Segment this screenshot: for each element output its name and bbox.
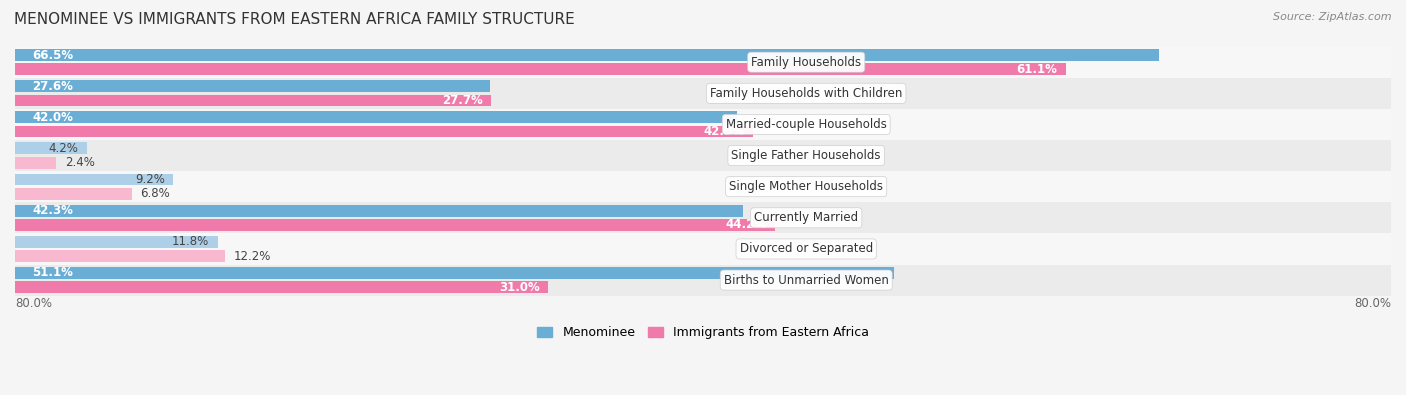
Bar: [15, 126, 752, 137]
Text: Single Father Households: Single Father Households: [731, 149, 882, 162]
Text: Births to Unmarried Women: Births to Unmarried Women: [724, 274, 889, 286]
Bar: [15, 188, 132, 200]
Text: MENOMINEE VS IMMIGRANTS FROM EASTERN AFRICA FAMILY STRUCTURE: MENOMINEE VS IMMIGRANTS FROM EASTERN AFR…: [14, 12, 575, 27]
Text: 27.6%: 27.6%: [32, 80, 73, 93]
Bar: [15, 233, 1391, 265]
Text: 44.2%: 44.2%: [725, 218, 766, 231]
Text: Family Households with Children: Family Households with Children: [710, 87, 903, 100]
Text: 61.1%: 61.1%: [1017, 63, 1057, 76]
Text: Source: ZipAtlas.com: Source: ZipAtlas.com: [1274, 12, 1392, 22]
Text: 4.2%: 4.2%: [49, 142, 79, 155]
Bar: [15, 202, 1391, 233]
Bar: [15, 281, 548, 293]
Bar: [15, 236, 218, 248]
Bar: [15, 109, 1391, 140]
Bar: [15, 250, 225, 262]
Text: 51.1%: 51.1%: [32, 266, 73, 279]
Text: 80.0%: 80.0%: [15, 297, 52, 310]
Text: Married-couple Households: Married-couple Households: [725, 118, 887, 131]
Bar: [15, 219, 775, 231]
Text: 66.5%: 66.5%: [32, 49, 73, 62]
Text: 6.8%: 6.8%: [141, 187, 170, 200]
Legend: Menominee, Immigrants from Eastern Africa: Menominee, Immigrants from Eastern Afric…: [533, 321, 873, 344]
Bar: [15, 140, 1391, 171]
Text: 2.4%: 2.4%: [65, 156, 94, 169]
Bar: [15, 47, 1391, 78]
Bar: [15, 265, 1391, 295]
Text: Family Households: Family Households: [751, 56, 862, 69]
Text: 12.2%: 12.2%: [233, 250, 271, 263]
Text: Currently Married: Currently Married: [754, 211, 858, 224]
Text: 31.0%: 31.0%: [499, 281, 540, 294]
Bar: [15, 205, 742, 216]
Bar: [15, 174, 173, 185]
Bar: [15, 49, 1159, 61]
Text: 42.3%: 42.3%: [32, 204, 73, 217]
Text: Single Mother Households: Single Mother Households: [730, 180, 883, 193]
Text: 27.7%: 27.7%: [441, 94, 482, 107]
Text: Divorced or Separated: Divorced or Separated: [740, 243, 873, 256]
Bar: [15, 111, 737, 123]
Bar: [15, 64, 1066, 75]
Text: 11.8%: 11.8%: [172, 235, 209, 248]
Bar: [15, 267, 894, 279]
Bar: [15, 157, 56, 169]
Bar: [15, 143, 87, 154]
Bar: [15, 94, 492, 106]
Bar: [15, 78, 1391, 109]
Text: 80.0%: 80.0%: [1354, 297, 1391, 310]
Bar: [15, 80, 489, 92]
Text: 42.9%: 42.9%: [703, 125, 744, 138]
Text: 9.2%: 9.2%: [135, 173, 165, 186]
Text: 42.0%: 42.0%: [32, 111, 73, 124]
Bar: [15, 171, 1391, 202]
